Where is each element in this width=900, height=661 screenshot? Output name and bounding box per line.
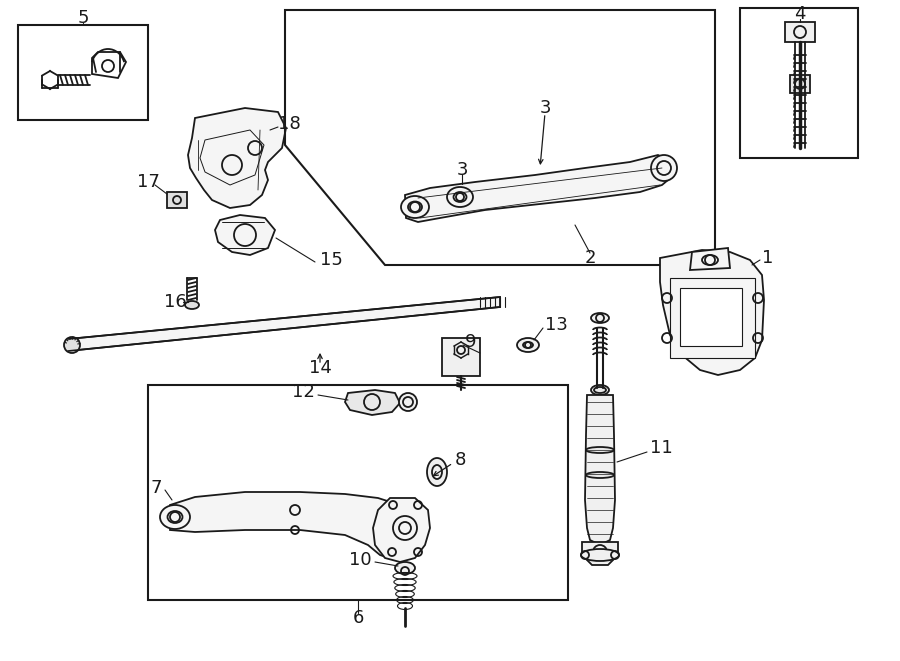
Ellipse shape <box>517 338 539 352</box>
Text: 3: 3 <box>539 99 551 117</box>
Text: 7: 7 <box>150 479 162 497</box>
Text: 12: 12 <box>292 383 315 401</box>
Bar <box>18 25 148 120</box>
Polygon shape <box>215 215 275 255</box>
Text: 8: 8 <box>455 451 466 469</box>
Polygon shape <box>188 108 286 208</box>
Text: 4: 4 <box>794 5 806 23</box>
Text: 13: 13 <box>545 316 568 334</box>
Polygon shape <box>170 492 420 560</box>
Text: 2: 2 <box>584 249 596 267</box>
Text: 17: 17 <box>137 173 159 191</box>
Bar <box>148 385 568 600</box>
Text: 18: 18 <box>278 115 301 133</box>
Polygon shape <box>585 395 615 545</box>
Ellipse shape <box>427 458 447 486</box>
Bar <box>740 8 858 158</box>
Bar <box>785 22 815 42</box>
Text: 3: 3 <box>456 161 468 179</box>
Polygon shape <box>405 155 674 222</box>
Ellipse shape <box>185 301 199 309</box>
Polygon shape <box>373 498 430 562</box>
Polygon shape <box>690 248 730 270</box>
Polygon shape <box>660 250 764 375</box>
Ellipse shape <box>447 187 473 207</box>
Circle shape <box>64 337 80 353</box>
Bar <box>680 288 742 346</box>
Bar <box>790 75 810 93</box>
Polygon shape <box>582 542 618 565</box>
Ellipse shape <box>581 549 619 561</box>
Ellipse shape <box>591 313 609 323</box>
Text: 6: 6 <box>352 609 364 627</box>
Ellipse shape <box>591 385 609 395</box>
Text: 10: 10 <box>349 551 372 569</box>
Ellipse shape <box>395 562 415 574</box>
Text: 5: 5 <box>77 9 89 27</box>
Text: 16: 16 <box>164 293 186 311</box>
Circle shape <box>399 393 417 411</box>
Polygon shape <box>345 390 400 415</box>
Circle shape <box>651 155 677 181</box>
Ellipse shape <box>160 505 190 529</box>
Polygon shape <box>68 297 500 351</box>
Ellipse shape <box>586 447 614 453</box>
Bar <box>167 192 187 208</box>
Text: 1: 1 <box>762 249 773 267</box>
Bar <box>442 338 480 376</box>
Text: 14: 14 <box>309 359 331 377</box>
Text: 11: 11 <box>650 439 673 457</box>
Text: 15: 15 <box>320 251 343 269</box>
Ellipse shape <box>401 196 429 218</box>
Ellipse shape <box>586 472 614 478</box>
Bar <box>670 278 755 358</box>
Text: 9: 9 <box>465 333 476 351</box>
